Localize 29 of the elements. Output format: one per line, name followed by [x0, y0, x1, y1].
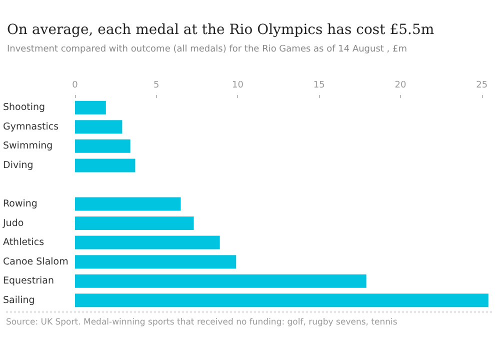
y-tick-label: Shooting — [3, 102, 46, 114]
bar — [75, 197, 181, 211]
bar — [75, 120, 122, 134]
y-tick-label: Diving — [3, 160, 34, 171]
y-tick-label: Canoe Slalom — [3, 256, 68, 268]
bar — [75, 236, 220, 250]
x-tick-label: 20 — [394, 80, 406, 90]
x-tick-label: 15 — [313, 80, 325, 90]
y-tick-label: Gymnastics — [3, 121, 59, 132]
y-tick-label: Judo — [2, 218, 24, 229]
source-note: Source: UK Sport. Medal-winning sports that received no funding: golf, rugby sevens, tennis — [6, 318, 398, 328]
y-tick-label: Equestrian — [3, 276, 54, 287]
chart-subtitle: Investment compared with outcome (all medals) for the Rio Games as of 14 August , £m — [7, 44, 408, 54]
y-tick-label: Athletics — [3, 237, 44, 248]
x-tick-label: 5 — [154, 80, 160, 90]
bar — [75, 216, 194, 230]
y-tick-label: Swimming — [3, 140, 53, 152]
bar — [75, 100, 106, 114]
bar — [75, 158, 136, 172]
bar — [75, 255, 236, 269]
x-tick-label: 25 — [476, 80, 488, 90]
x-tick-label: 0 — [72, 80, 78, 90]
chart-title: On average, each medal at the Rio Olympics has cost £5.5m — [7, 22, 434, 38]
bar — [75, 139, 130, 153]
bar — [75, 274, 366, 288]
y-tick-label: Rowing — [3, 198, 38, 210]
bar — [75, 294, 488, 308]
y-tick-label: Sailing — [3, 294, 35, 306]
x-tick-label: 10 — [232, 80, 244, 90]
